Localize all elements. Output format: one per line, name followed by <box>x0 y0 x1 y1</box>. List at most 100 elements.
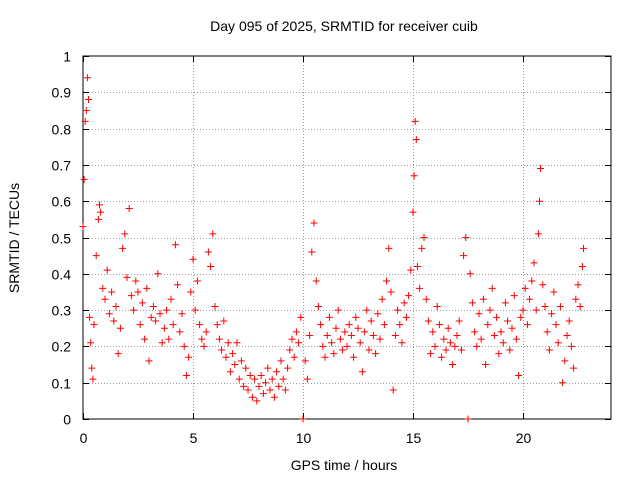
data-point <box>215 335 223 343</box>
data-point <box>202 328 210 336</box>
data-point <box>453 332 461 340</box>
data-point <box>198 335 206 343</box>
data-point <box>367 317 375 325</box>
data-point <box>497 328 505 336</box>
data-point <box>317 321 325 329</box>
data-point <box>574 281 582 289</box>
x-tick-label: 5 <box>190 430 198 446</box>
y-tick-label: 0.3 <box>52 303 72 319</box>
data-point <box>455 317 463 325</box>
data-point <box>288 335 296 343</box>
data-point <box>391 332 399 340</box>
data-point <box>363 306 371 314</box>
y-tick-label: 0.5 <box>52 231 72 247</box>
data-point <box>504 317 512 325</box>
data-point <box>286 346 294 354</box>
data-point <box>471 328 479 336</box>
data-point <box>332 324 340 332</box>
data-point <box>508 324 516 332</box>
data-point <box>378 295 386 303</box>
data-point <box>226 368 234 376</box>
data-point <box>576 302 584 310</box>
data-point <box>235 375 243 383</box>
data-point <box>405 292 413 300</box>
data-point <box>281 386 289 394</box>
data-point <box>394 306 402 314</box>
data-point <box>552 321 560 329</box>
data-point <box>339 346 347 354</box>
data-point <box>97 208 105 216</box>
data-point <box>222 353 230 361</box>
data-point <box>468 299 476 307</box>
data-point <box>297 313 305 321</box>
data-point <box>169 321 177 329</box>
x-tick-label: 0 <box>80 430 88 446</box>
data-point <box>482 361 490 369</box>
data-point <box>174 281 182 289</box>
data-point <box>554 339 562 347</box>
data-point <box>308 248 316 256</box>
data-point <box>240 382 248 390</box>
data-point <box>369 332 377 340</box>
data-point <box>519 306 527 314</box>
data-point <box>279 375 287 383</box>
data-point <box>495 350 503 358</box>
data-point <box>303 375 311 383</box>
data-point <box>295 339 303 347</box>
data-point <box>321 353 329 361</box>
data-point <box>138 299 146 307</box>
data-point <box>200 342 208 350</box>
data-point <box>534 230 542 238</box>
data-point <box>229 350 237 358</box>
data-point <box>99 284 107 292</box>
data-point <box>444 324 452 332</box>
data-point <box>567 342 575 350</box>
data-point <box>187 288 195 296</box>
y-axis-label: SRMTID / TECUs <box>6 183 22 293</box>
data-point <box>323 332 331 340</box>
data-point <box>400 299 408 307</box>
data-point <box>506 346 514 354</box>
y-tick-label: 0.8 <box>52 122 72 138</box>
data-point <box>352 313 360 321</box>
data-point <box>143 284 151 292</box>
data-point <box>473 342 481 350</box>
data-point <box>152 317 160 325</box>
y-tick-label: 0.1 <box>52 376 72 392</box>
axis-ticks: 00.10.20.30.40.50.60.70.80.910 5 10 15 20 <box>52 49 611 446</box>
data-point <box>204 248 212 256</box>
data-point <box>127 292 135 300</box>
data-point <box>86 313 94 321</box>
data-point <box>431 342 439 350</box>
data-point <box>167 295 175 303</box>
data-point <box>83 74 91 82</box>
data-point <box>89 375 97 383</box>
data-point <box>578 263 586 271</box>
data-point <box>488 284 496 292</box>
plot-frame <box>82 55 612 420</box>
data-point <box>136 321 144 329</box>
data-point <box>253 397 261 405</box>
data-point <box>196 321 204 329</box>
data-point <box>510 292 518 300</box>
data-point <box>411 117 419 125</box>
data-point <box>537 165 545 173</box>
data-point <box>464 415 472 423</box>
data-point <box>182 371 190 379</box>
data-point <box>319 342 327 350</box>
data-point <box>409 208 417 216</box>
data-point <box>561 357 569 365</box>
data-point <box>299 415 307 423</box>
data-point <box>94 215 102 223</box>
data-point <box>220 317 228 325</box>
data-point <box>85 96 92 104</box>
data-point <box>189 255 197 263</box>
data-point <box>389 386 397 394</box>
data-point <box>125 204 133 212</box>
data-point <box>418 244 426 252</box>
y-tick-label: 0.6 <box>52 194 72 210</box>
data-point <box>548 310 556 318</box>
data-point <box>147 313 155 321</box>
data-point <box>270 393 278 401</box>
data-point <box>156 310 164 318</box>
